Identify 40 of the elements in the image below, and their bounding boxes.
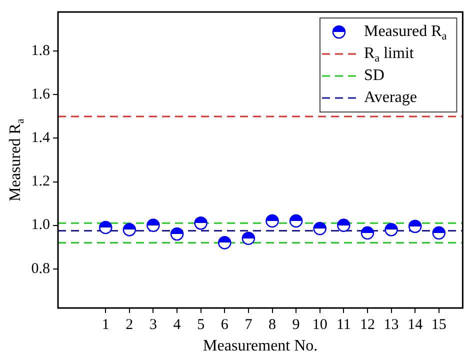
y-tick-label: 1.8	[31, 43, 50, 60]
x-tick-label: 13	[384, 316, 399, 333]
legend-label: SD	[364, 67, 384, 84]
x-tick-label: 10	[312, 316, 328, 333]
y-tick-label: 1.4	[31, 130, 50, 146]
point	[170, 227, 184, 241]
x-axis-title: Measurement No.	[203, 338, 318, 355]
point	[337, 218, 350, 232]
x-tick-label: 8	[268, 316, 276, 333]
point	[242, 232, 256, 246]
point	[218, 236, 232, 250]
point	[194, 216, 208, 230]
y-tick-label: 1.2	[31, 174, 50, 190]
x-tick-label: 7	[244, 316, 253, 333]
y-tick-label: 0.8	[31, 260, 50, 277]
point	[384, 222, 398, 236]
x-tick-label: 1	[102, 316, 110, 333]
x-tick-label: 6	[220, 316, 229, 333]
point	[408, 220, 422, 234]
point	[432, 226, 446, 240]
point	[98, 220, 112, 234]
point	[266, 214, 279, 228]
x-tick-label: 2	[126, 316, 134, 333]
x-tick-label: 3	[149, 316, 157, 333]
x-tick-label: 4	[173, 316, 182, 333]
y-tick-label: 1.6	[31, 86, 50, 103]
x-tick-label: 15	[431, 316, 446, 333]
y-tick-label: 1.0	[31, 217, 50, 234]
point	[146, 218, 160, 232]
point	[122, 222, 136, 236]
point	[360, 226, 374, 240]
x-tick-label: 11	[336, 316, 351, 333]
point	[313, 222, 327, 236]
y-axis-title: Measured Ra	[7, 118, 27, 202]
legend-label: Average	[364, 89, 417, 106]
x-tick-label: 5	[197, 316, 205, 333]
point	[289, 214, 303, 228]
x-tick-label: 12	[360, 316, 375, 333]
x-tick-label: 9	[292, 316, 300, 333]
x-tick-label: 14	[408, 316, 424, 333]
